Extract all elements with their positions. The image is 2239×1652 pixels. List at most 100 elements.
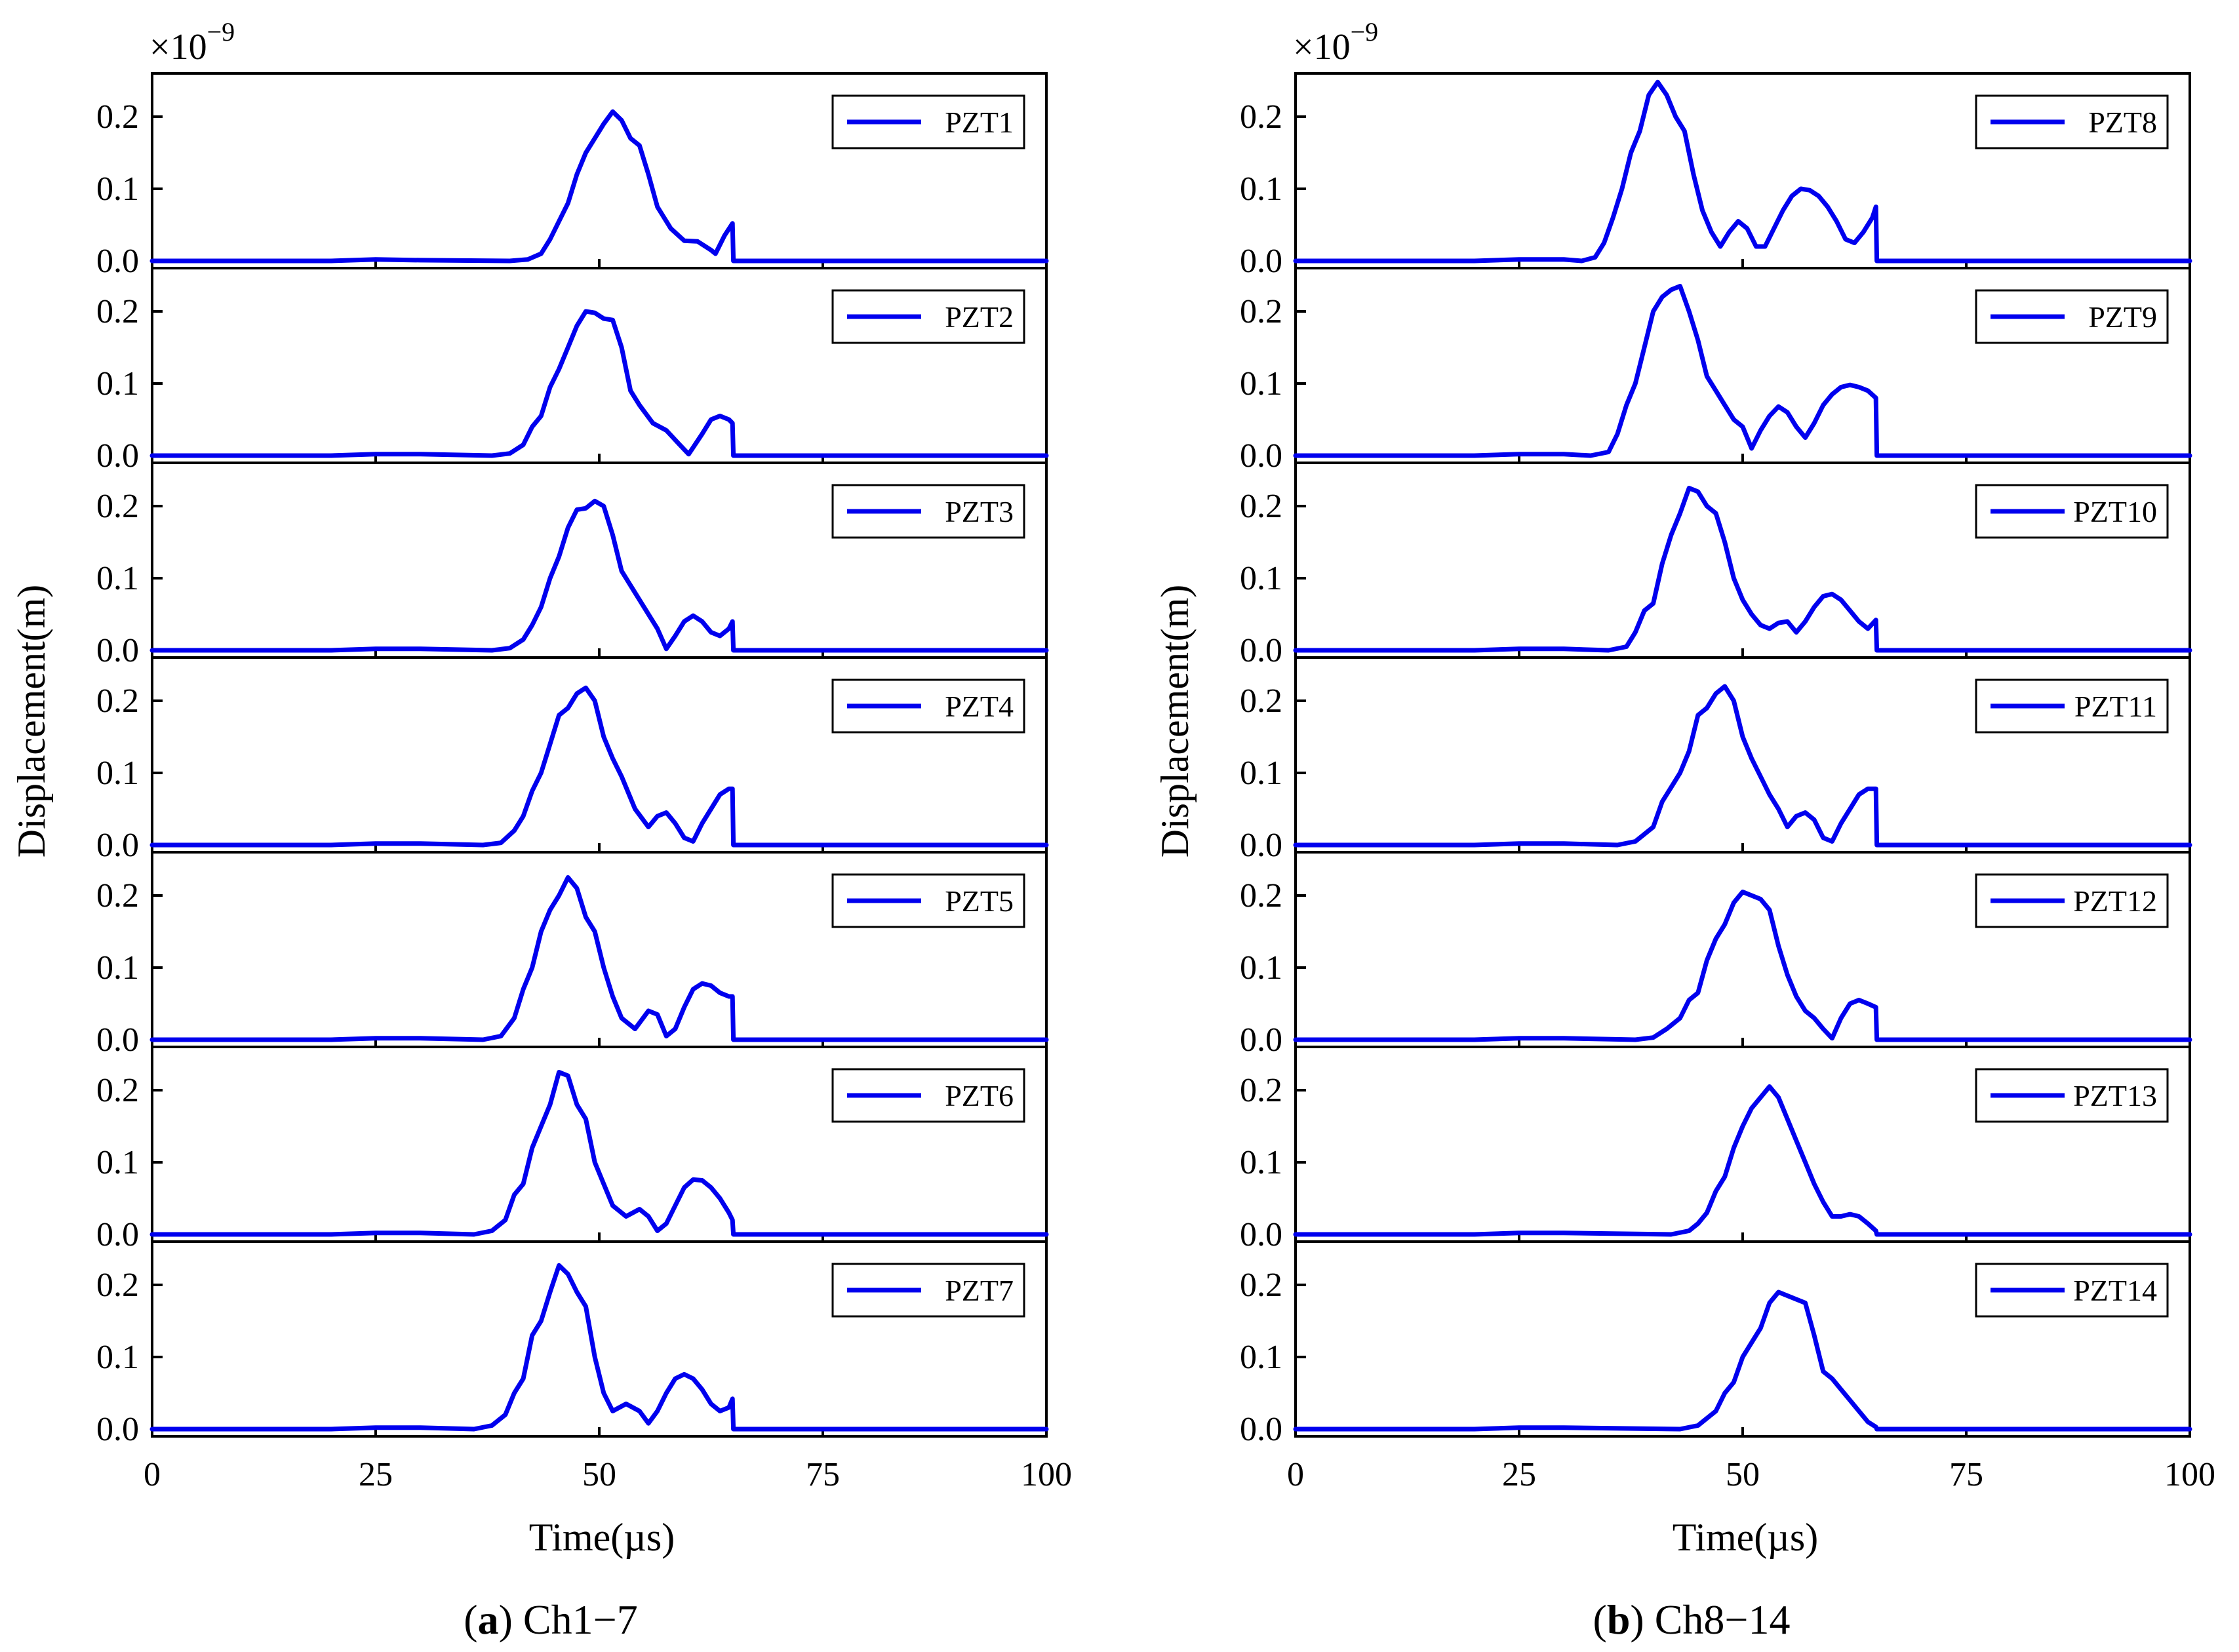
x-tick-label: 0 (1287, 1456, 1304, 1493)
y-tick-label: 0.1 (96, 365, 139, 403)
panel-b: ×10−9 Displacement(m) Time(µs) (b) Ch8−1… (1153, 17, 2215, 1643)
series-line-pzt12 (1293, 890, 2192, 1042)
y-tick-label: 0.0 (96, 1411, 139, 1448)
legend-label: PZT12 (2073, 884, 2157, 918)
legend-label: PZT2 (945, 300, 1014, 334)
legend-pzt9: PZT9 (1975, 289, 2169, 344)
y-tick-label: 0.0 (1240, 1021, 1282, 1059)
series-line-pzt6 (149, 1070, 1049, 1237)
y-tick-label: 0.0 (1240, 1411, 1282, 1448)
legend-pzt4: PZT4 (831, 678, 1025, 734)
x-tick-label: 50 (582, 1456, 616, 1493)
y-tick-label: 0.2 (96, 1267, 139, 1304)
x-tick-label: 0 (144, 1456, 161, 1493)
legend-pzt2: PZT2 (831, 289, 1025, 344)
x-tick-label: 25 (1502, 1456, 1536, 1493)
y-tick-label: 0.1 (1240, 755, 1282, 792)
legend-label: PZT10 (2073, 495, 2157, 528)
y-tick-label: 0.2 (1240, 682, 1282, 720)
y-tick-label: 0.2 (96, 98, 139, 136)
subplot-pzt4: 0.0 0.1 0.2 PZT4 (96, 656, 1049, 864)
legend-label: PZT14 (2073, 1274, 2157, 1307)
y-tick-label: 0.2 (96, 293, 139, 330)
y-tick-label: 0.0 (1240, 243, 1282, 280)
legend-label: PZT1 (945, 106, 1014, 139)
series-line-pzt2 (149, 309, 1049, 458)
panel-a: ×10−9 Displacement(m) Time(µs) (a) Ch1−7… (10, 17, 1072, 1643)
legend-label: PZT4 (945, 690, 1014, 723)
y-tick-label: 0.2 (96, 877, 139, 914)
y-tick-label: 0.0 (1240, 632, 1282, 669)
y-tick-label: 0.2 (96, 488, 139, 525)
y-tick-label: 0.0 (96, 437, 139, 475)
legend-pzt8: PZT8 (1975, 94, 2169, 149)
y-tick-label: 0.1 (1240, 365, 1282, 403)
subplot-pzt5: 0.0 0.1 0.2 PZT5 (96, 851, 1049, 1059)
caption-b: (b) Ch8−14 (1593, 1596, 1791, 1643)
legend-pzt14: PZT14 (1975, 1263, 2169, 1318)
legend-pzt6: PZT6 (831, 1068, 1025, 1123)
subplot-pzt13: 0.0 0.1 0.2 PZT13 (1240, 1046, 2192, 1253)
subplot-pzt2: 0.0 0.1 0.2 PZT2 (96, 267, 1049, 475)
legend-label: PZT13 (2073, 1079, 2157, 1112)
x-axis-label-b: Time(µs) (1673, 1516, 1818, 1559)
y-tick-label: 0.2 (1240, 293, 1282, 330)
y-tick-label: 0.0 (1240, 827, 1282, 864)
y-tick-label: 0.2 (1240, 98, 1282, 136)
legend-pzt1: PZT1 (831, 94, 1025, 149)
y-tick-label: 0.0 (96, 1021, 139, 1059)
series-line-pzt8 (1293, 79, 2192, 264)
caption-a: (a) Ch1−7 (464, 1596, 637, 1643)
series-line-pzt10 (1293, 486, 2192, 653)
y-tick-label: 0.1 (1240, 560, 1282, 597)
y-tick-label: 0.2 (1240, 1267, 1282, 1304)
y-tick-label: 0.0 (1240, 437, 1282, 475)
svg-text:×10−9: ×10−9 (149, 17, 235, 68)
multiplier-label-b: ×10−9 (1293, 17, 1378, 68)
subplot-pzt7: 0.0 0.1 0.2 PZT7 (96, 1240, 1049, 1448)
legend-pzt5: PZT5 (831, 873, 1025, 928)
series-line-pzt14 (1293, 1289, 2192, 1432)
series-line-pzt1 (149, 109, 1049, 264)
y-tick-label: 0.1 (96, 949, 139, 987)
series-line-pzt4 (149, 685, 1049, 848)
y-tick-label: 0.2 (1240, 488, 1282, 525)
series-line-pzt9 (1293, 284, 2192, 458)
subplot-pzt9: 0.0 0.1 0.2 PZT9 (1240, 267, 2192, 475)
y-tick-label: 0.1 (1240, 1144, 1282, 1181)
y-tick-label: 0.1 (1240, 949, 1282, 987)
subplot-pzt8: 0.0 0.1 0.2 PZT8 (1240, 72, 2192, 280)
y-tick-label: 0.2 (1240, 1072, 1282, 1109)
x-tick-label: 100 (2164, 1456, 2215, 1493)
legend-pzt3: PZT3 (831, 484, 1025, 539)
subplot-pzt1: 0.0 0.1 0.2 PZT1 (96, 72, 1049, 280)
x-tick-label: 25 (359, 1456, 393, 1493)
y-tick-label: 0.0 (96, 827, 139, 864)
legend-label: PZT5 (945, 884, 1014, 918)
y-tick-label: 0.1 (96, 170, 139, 208)
series-line-pzt3 (149, 498, 1049, 653)
legend-box (831, 94, 1025, 149)
y-tick-label: 0.0 (96, 632, 139, 669)
series-line-pzt11 (1293, 684, 2192, 848)
x-tick-label: 100 (1021, 1456, 1072, 1493)
legend-pzt10: PZT10 (1975, 484, 2169, 539)
y-tick-label: 0.2 (96, 1072, 139, 1109)
y-tick-label: 0.1 (96, 560, 139, 597)
y-tick-label: 0.1 (96, 755, 139, 792)
subplot-pzt11: 0.0 0.1 0.2 PZT11 (1240, 656, 2192, 864)
legend-pzt7: PZT7 (831, 1263, 1025, 1318)
y-tick-label: 0.0 (96, 243, 139, 280)
legend-pzt13: PZT13 (1975, 1068, 2169, 1123)
y-tick-label: 0.1 (96, 1339, 139, 1376)
y-tick-label: 0.1 (1240, 1339, 1282, 1376)
y-axis-label-b: Displacement(m) (1153, 585, 1197, 858)
legend-pzt12: PZT12 (1975, 873, 2169, 928)
y-tick-label: 0.1 (96, 1144, 139, 1181)
x-tick-label: 50 (1726, 1456, 1760, 1493)
y-tick-label: 0.2 (96, 682, 139, 720)
legend-label: PZT9 (2088, 300, 2157, 334)
legend-label: PZT8 (2088, 106, 2157, 139)
series-line-pzt5 (149, 875, 1049, 1042)
